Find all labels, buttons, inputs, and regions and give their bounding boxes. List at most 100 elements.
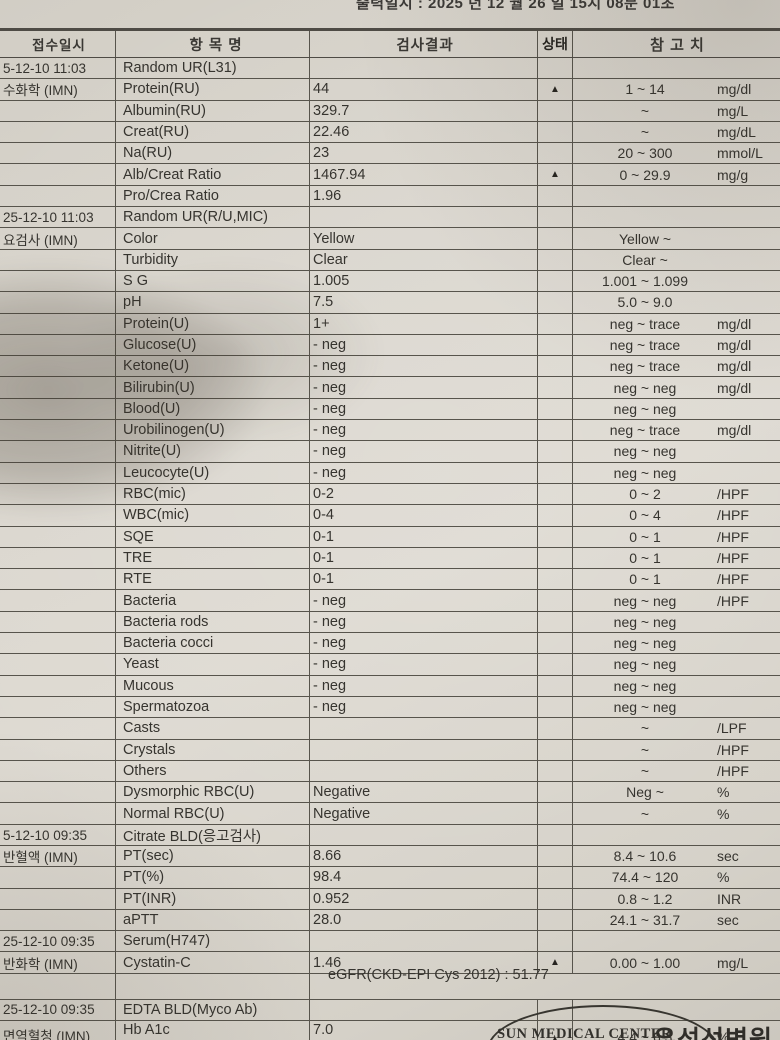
cell-item-name: TRE [116,547,310,569]
cell-reference: ~ /HPF [573,740,780,760]
cell-receipt-date [0,100,116,121]
cell-result: Negative [310,803,538,824]
reference-range: 74.4 ~ 120 [611,869,679,886]
reference-unit: /HPF [717,528,749,545]
cell-status [538,803,573,824]
cell-result: 0-2 [310,483,538,505]
reference-unit: mg/g [717,166,749,183]
table-row: Na(RU) 23 20 ~ 300 mmol/L [0,143,780,165]
table-row: SQE 0-1 0 ~ 1 /HPF [0,526,780,548]
cell-item-name: PT(%) [116,867,310,888]
cell-result: - neg [310,398,538,420]
table-row: Bacteria - neg neg ~ neg /HPF [0,590,780,612]
reference-range: neg ~ neg [613,443,677,460]
cell-reference: neg ~ neg [573,633,780,653]
cell-result [310,739,538,760]
reference-range: 0 ~ 1 [629,549,661,566]
reference-unit: /LPF [717,720,747,737]
cell-receipt-date [0,590,116,611]
cell-status [538,207,573,228]
cell-receipt-date [0,633,116,654]
cell-item-name: Serum(H747) [116,931,310,952]
cell-reference [573,931,780,951]
reference-unit: % [717,784,730,801]
table-row: Glucose(U) - neg neg ~ trace mg/dl [0,334,780,357]
cell-result: 8.66 [310,845,538,867]
reference-range: 20 ~ 300 [617,145,673,162]
cell-status [538,909,573,931]
cell-item-name: Mucous [116,675,310,696]
reference-range: 0.8 ~ 1.2 [617,890,673,907]
table-row: 25-12-10 11:03 Random UR(R/U,MIC) [0,207,780,229]
cell-item-name: Blood(U) [116,398,310,420]
cell-item-name: Crystals [116,739,310,760]
cell-reference: neg ~ trace mg/dl [573,356,780,376]
cell-reference [573,1000,780,1020]
cell-result: Negative [310,782,538,803]
table-row: Yeast - neg neg ~ neg [0,654,780,676]
cell-receipt-date: 25-12-10 11:03 [0,207,116,228]
cell-item-name: Urobilinogen(U) [116,420,310,441]
reference-unit: INR [717,890,742,907]
cell-result: - neg [310,654,538,675]
table-row: Urobilinogen(U) - neg neg ~ trace mg/dl [0,420,780,442]
cell-result: - neg [310,675,538,696]
reference-unit: /HPF [717,486,749,503]
reference-range: Clear ~ [622,251,668,268]
cell-item-name: Dysmorphic RBC(U) [116,782,310,803]
col-header-receipt-date: 접수일시 [0,31,116,57]
cell-reference: neg ~ trace mg/dl [573,314,780,334]
cell-status [538,228,573,249]
cell-status [538,420,573,441]
reference-range: neg ~ trace [609,358,681,375]
reference-range: ~ [640,805,650,822]
cell-reference: ~ /LPF [573,718,780,738]
col-header-status: 상태 [538,31,573,57]
reference-unit: sec [717,912,739,929]
reference-range: neg ~ neg [613,400,677,417]
cell-item-name: pH [116,292,310,313]
cell-receipt-date [0,420,116,441]
table-row: Mucous - neg neg ~ neg [0,675,780,697]
reference-unit: /HPF [717,549,749,566]
table-row: S G 1.005 1.001 ~ 1.099 [0,270,780,293]
cell-item-name: Bacteria rods [116,611,310,633]
cell-reference: 0.8 ~ 1.2 INR [573,889,780,909]
reference-unit: /HPF [717,571,749,588]
cell-result: 1+ [310,313,538,334]
cell-item-name: Protein(U) [116,313,310,334]
cell-status [538,999,573,1021]
cell-status [538,867,573,888]
cell-receipt-date [0,739,116,760]
cell-status [538,462,573,483]
reference-range: 1.001 ~ 1.099 [601,273,689,290]
cell-result [310,207,538,228]
cell-status [538,845,573,867]
cell-result: 329.7 [310,100,538,121]
reference-range: neg ~ neg [613,677,677,694]
cell-receipt-date: 반화학 (IMN) [0,952,116,973]
table-row: PT(INR) 0.952 0.8 ~ 1.2 INR [0,888,780,910]
cell-item-name: Spermatozoa [116,696,310,718]
cell-reference [573,58,780,78]
reference-unit: % [717,805,730,822]
cell-status [538,249,573,270]
cell-receipt-date [0,249,116,270]
reference-range: neg ~ neg [613,613,677,630]
cell-status [538,292,573,313]
cell-receipt-date [0,803,116,824]
cell-reference: neg ~ neg [573,463,780,483]
cell-item-name: Yeast [116,654,310,675]
col-header-result: 검사결과 [310,31,538,57]
table-row: 5-12-10 11:03 Random UR(L31) [0,58,780,80]
reference-range: ~ [640,762,650,779]
cell-item-name: Normal RBC(U) [116,803,310,824]
cell-status [538,590,573,611]
results-table: 접수일시 항 목 명 검사결과 상태 참 고 치 5-12-10 11:03 R… [0,28,780,1040]
reference-unit: mg/dl [717,337,752,353]
cell-status [538,547,573,569]
cell-item-name: Pro/Crea Ratio [116,185,310,207]
table-row: Leucocyte(U) - neg neg ~ neg [0,462,780,484]
cell-reference: neg ~ neg [573,676,780,696]
cell-reference: 0 ~ 4 /HPF [573,505,780,525]
